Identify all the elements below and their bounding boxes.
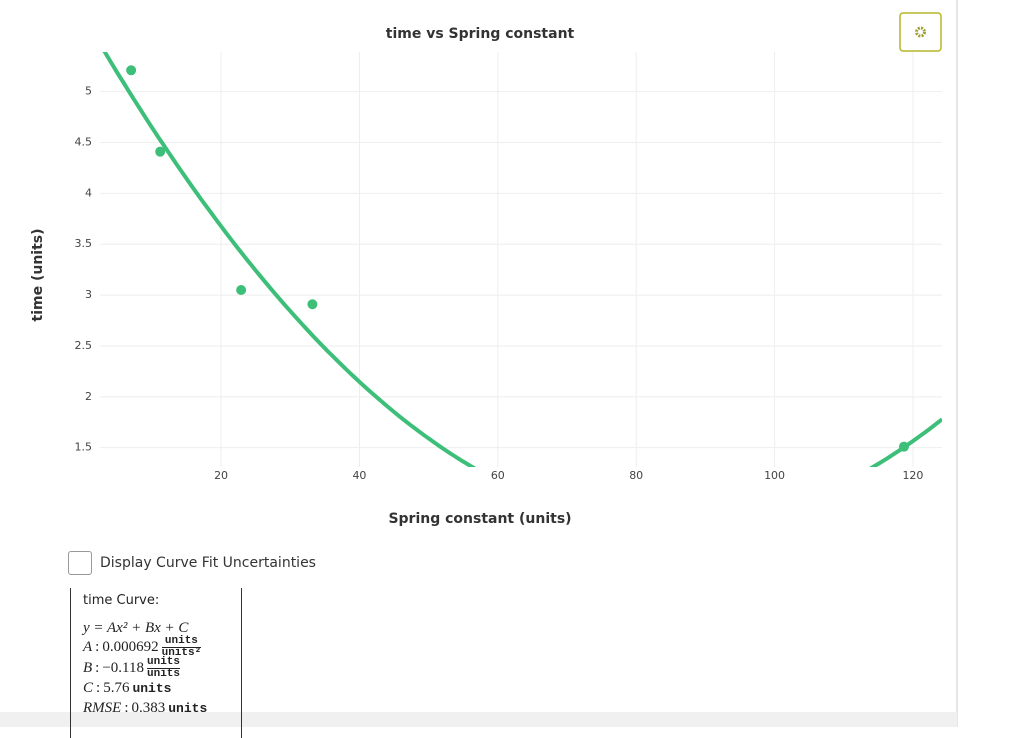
y-tick-label: 2.5 xyxy=(75,339,93,352)
checkbox[interactable] xyxy=(68,551,92,575)
coef-value: 5.76 xyxy=(103,679,130,696)
units-num: units xyxy=(147,656,181,669)
coef-value: −0.118 xyxy=(102,660,144,676)
fit-coefficient: B: −0.118 units units xyxy=(83,656,241,680)
y-tick-label: 4 xyxy=(85,186,92,199)
fit-coefficient: C:5.76 units xyxy=(83,679,241,697)
fit-curve xyxy=(102,52,942,467)
y-tick-label: 4.5 xyxy=(75,136,93,149)
coef-name: B xyxy=(83,660,93,676)
data-point xyxy=(236,285,247,296)
fit-equation: y = Ax² + Bx + C xyxy=(83,620,189,636)
y-tick-label: 1.5 xyxy=(75,441,93,454)
x-tick-label: 20 xyxy=(214,469,228,482)
coef-sep: : xyxy=(96,679,101,696)
fit-coefficient: A:0.000692 units units² xyxy=(83,636,241,659)
units-num: units xyxy=(161,636,202,648)
coef-value: 0.000692 xyxy=(102,639,159,655)
x-tick-label: 100 xyxy=(764,469,785,482)
coef-name: A xyxy=(83,639,93,655)
footer-shade xyxy=(0,712,957,727)
gear-icon xyxy=(915,26,926,38)
coef-units: units units xyxy=(147,656,181,680)
units-den: units xyxy=(147,668,181,680)
settings-button[interactable] xyxy=(899,12,942,52)
coef-units: units units² xyxy=(161,636,202,659)
y-tick-label: 3.5 xyxy=(75,237,93,250)
data-point xyxy=(126,65,137,76)
y-tick-label: 3 xyxy=(85,288,92,301)
rmse-name: RMSE xyxy=(83,699,122,716)
chart-title: time vs Spring constant xyxy=(386,26,575,42)
checkbox-label[interactable]: Display Curve Fit Uncertainties xyxy=(100,555,316,571)
data-point xyxy=(155,146,166,157)
data-point xyxy=(898,441,909,452)
y-tick-label: 5 xyxy=(85,85,92,98)
x-tick-label: 120 xyxy=(902,469,923,482)
x-axis-label: Spring constant (units) xyxy=(388,511,571,527)
rmse-value: 0.383 xyxy=(131,699,166,716)
coef-sep: : xyxy=(95,660,100,676)
rmse-sep: : xyxy=(124,699,129,716)
coef-units: units xyxy=(132,680,172,696)
coef-sep: : xyxy=(95,639,100,655)
data-point xyxy=(307,299,318,310)
uncertainty-toggle[interactable]: Display Curve Fit Uncertainties xyxy=(68,551,316,575)
fit-panel: time Curve: y = Ax² + Bx + C A:0.000692 u… xyxy=(70,588,242,738)
y-axis-label: time (units) xyxy=(30,228,46,321)
plot-area xyxy=(102,52,942,467)
y-tick-label: 2 xyxy=(85,390,92,403)
units-den: units² xyxy=(161,647,202,659)
x-tick-label: 40 xyxy=(352,469,366,482)
fit-rmse: RMSE:0.383 units xyxy=(83,697,241,719)
fit-title: time Curve: xyxy=(83,593,160,608)
rmse-units: units xyxy=(168,700,208,716)
x-tick-label: 60 xyxy=(491,469,505,482)
x-tick-label: 80 xyxy=(629,469,643,482)
coef-name: C xyxy=(83,679,94,696)
